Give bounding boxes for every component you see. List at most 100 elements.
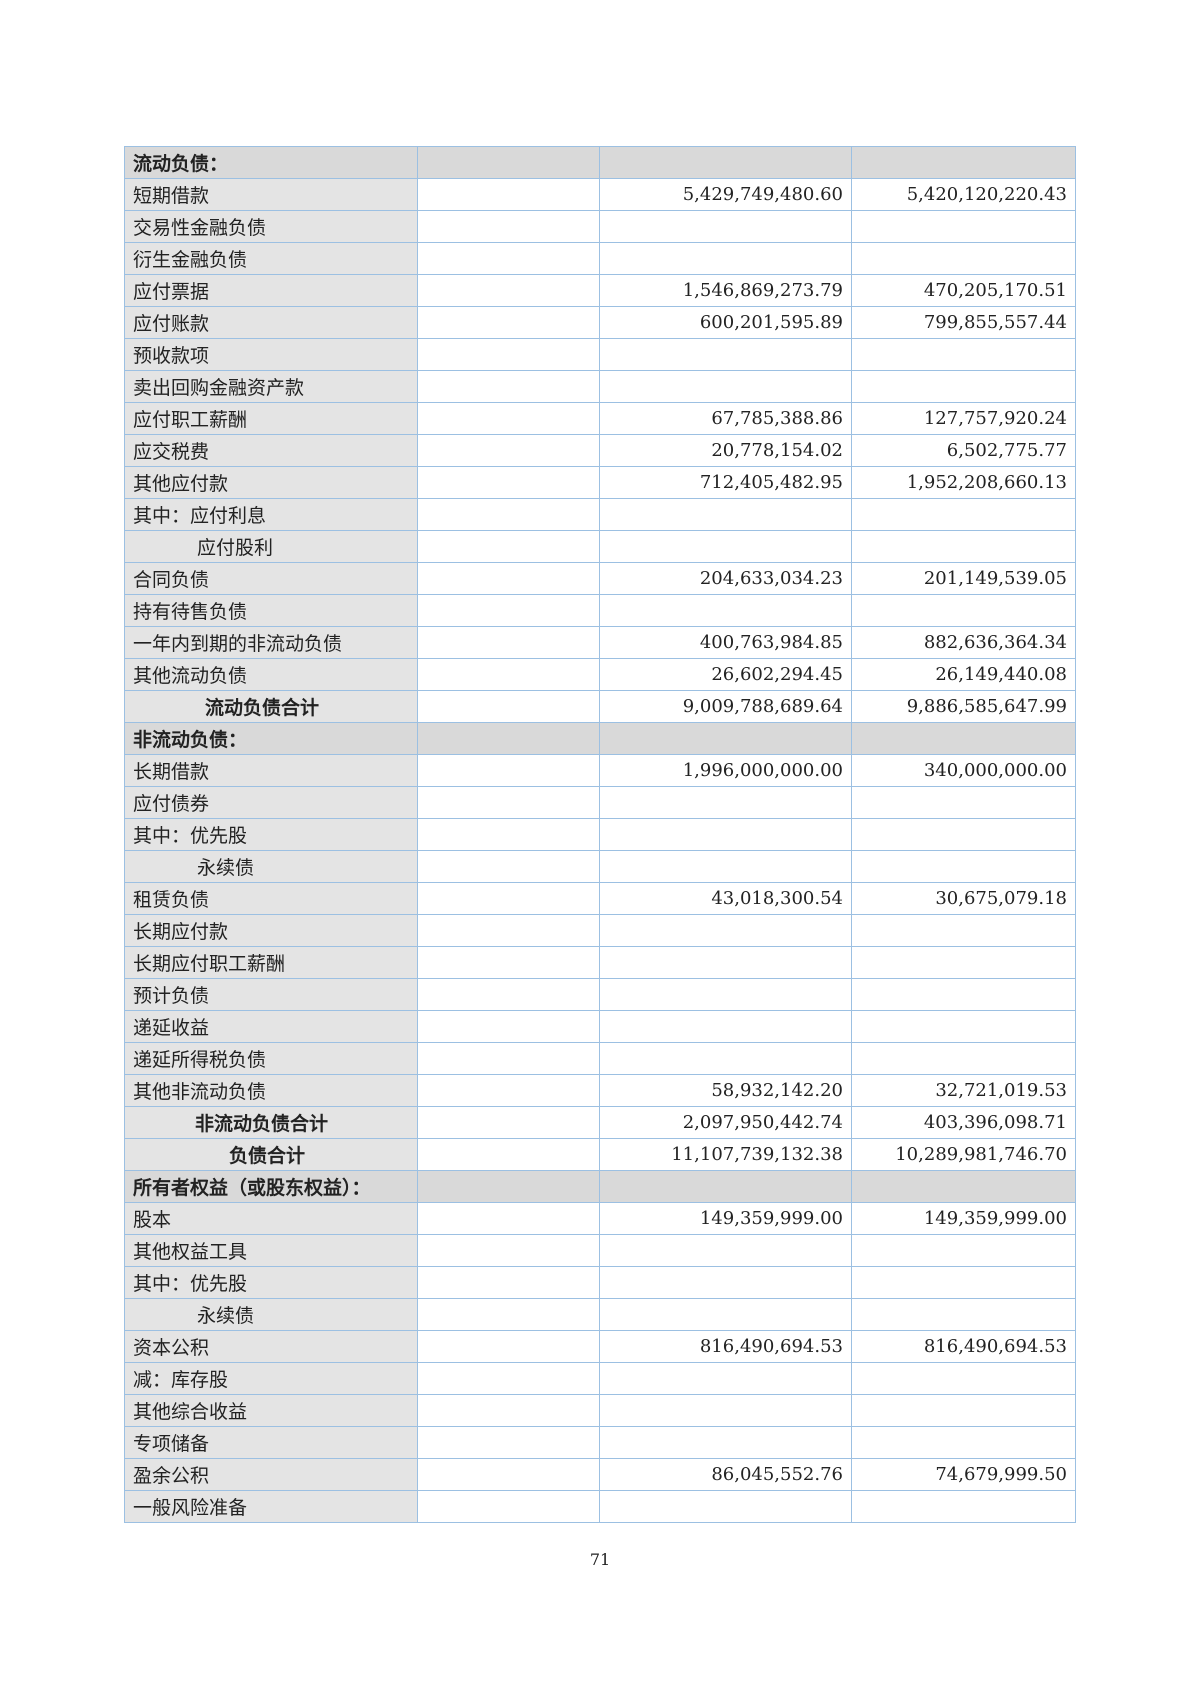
- prior-period-value: 816,490,694.53: [851, 1330, 1076, 1363]
- note-cell: [417, 1330, 600, 1363]
- section-header-row: 非流动负债：: [124, 722, 1076, 755]
- total-row: 流动负债合计 9,009,788,689.64 9,886,585,647.99: [124, 690, 1076, 723]
- row-label: 长期借款: [124, 754, 418, 787]
- prior-period-value: 9,886,585,647.99: [851, 690, 1076, 723]
- table-row: 一般风险准备: [124, 1490, 1076, 1523]
- note-cell: [417, 978, 600, 1011]
- current-period-value: [599, 1042, 852, 1075]
- table-row: 永续债: [124, 850, 1076, 883]
- table-row: 应付股利: [124, 530, 1076, 563]
- section-header-row: 所有者权益（或股东权益）：: [124, 1170, 1076, 1203]
- table-row: 卖出回购金融资产款: [124, 370, 1076, 403]
- prior-period-value: 470,205,170.51: [851, 274, 1076, 307]
- current-period-value: [599, 594, 852, 627]
- note-cell: [417, 1010, 600, 1043]
- prior-period-value: [851, 1170, 1076, 1203]
- section-header-row: 流动负债：: [124, 146, 1076, 179]
- table-row: 其他非流动负债 58,932,142.20 32,721,019.53: [124, 1074, 1076, 1107]
- row-label: 预计负债: [124, 978, 418, 1011]
- page-number: 71: [589, 1550, 611, 1569]
- note-cell: [417, 1490, 600, 1523]
- note-cell: [417, 370, 600, 403]
- row-label: 衍生金融负债: [124, 242, 418, 275]
- table-row: 衍生金融负债: [124, 242, 1076, 275]
- table-row: 递延收益: [124, 1010, 1076, 1043]
- table-row: 租赁负债 43,018,300.54 30,675,079.18: [124, 882, 1076, 915]
- row-label: 负债合计: [124, 1138, 418, 1171]
- table-row: 持有待售负债: [124, 594, 1076, 627]
- prior-period-value: [851, 818, 1076, 851]
- table-row: 一年内到期的非流动负债 400,763,984.85 882,636,364.34: [124, 626, 1076, 659]
- current-period-value: [599, 914, 852, 947]
- current-period-value: [599, 1170, 852, 1203]
- prior-period-value: 799,855,557.44: [851, 306, 1076, 339]
- note-cell: [417, 914, 600, 947]
- prior-period-value: [851, 1234, 1076, 1267]
- note-cell: [417, 498, 600, 531]
- current-period-value: 600,201,595.89: [599, 306, 852, 339]
- table-row: 预收款项: [124, 338, 1076, 371]
- prior-period-value: [851, 594, 1076, 627]
- row-label: 短期借款: [124, 178, 418, 211]
- row-label: 股本: [124, 1202, 418, 1235]
- current-period-value: [599, 1298, 852, 1331]
- note-cell: [417, 946, 600, 979]
- prior-period-value: 5,420,120,220.43: [851, 178, 1076, 211]
- prior-period-value: [851, 722, 1076, 755]
- current-period-value: [599, 1426, 852, 1459]
- note-cell: [417, 882, 600, 915]
- current-period-value: [599, 530, 852, 563]
- prior-period-value: [851, 210, 1076, 243]
- prior-period-value: 403,396,098.71: [851, 1106, 1076, 1139]
- table-row: 递延所得税负债: [124, 1042, 1076, 1075]
- row-label: 递延收益: [124, 1010, 418, 1043]
- note-cell: [417, 466, 600, 499]
- prior-period-value: [851, 1426, 1076, 1459]
- prior-period-value: 6,502,775.77: [851, 434, 1076, 467]
- table-row: 短期借款 5,429,749,480.60 5,420,120,220.43: [124, 178, 1076, 211]
- row-label: 流动负债合计: [124, 690, 418, 723]
- row-label: 预收款项: [124, 338, 418, 371]
- current-period-value: 149,359,999.00: [599, 1202, 852, 1235]
- table-row: 其他权益工具: [124, 1234, 1076, 1267]
- prior-period-value: 201,149,539.05: [851, 562, 1076, 595]
- total-row: 负债合计 11,107,739,132.38 10,289,981,746.70: [124, 1138, 1076, 1171]
- note-cell: [417, 242, 600, 275]
- note-cell: [417, 210, 600, 243]
- row-label: 盈余公积: [124, 1458, 418, 1491]
- note-cell: [417, 434, 600, 467]
- note-cell: [417, 1042, 600, 1075]
- table-row: 资本公积 816,490,694.53 816,490,694.53: [124, 1330, 1076, 1363]
- prior-period-value: [851, 1042, 1076, 1075]
- prior-period-value: [851, 146, 1076, 179]
- current-period-value: [599, 1010, 852, 1043]
- table-row: 其中：应付利息: [124, 498, 1076, 531]
- prior-period-value: [851, 338, 1076, 371]
- current-period-value: 26,602,294.45: [599, 658, 852, 691]
- table-row: 长期应付款: [124, 914, 1076, 947]
- current-period-value: 1,546,869,273.79: [599, 274, 852, 307]
- row-label: 非流动负债合计: [124, 1106, 418, 1139]
- current-period-value: [599, 498, 852, 531]
- table-row: 长期借款 1,996,000,000.00 340,000,000.00: [124, 754, 1076, 787]
- current-period-value: [599, 1234, 852, 1267]
- prior-period-value: [851, 530, 1076, 563]
- note-cell: [417, 1362, 600, 1395]
- table-row: 应付债券: [124, 786, 1076, 819]
- row-label: 永续债: [124, 850, 418, 883]
- note-cell: [417, 594, 600, 627]
- prior-period-value: [851, 1298, 1076, 1331]
- current-period-value: 86,045,552.76: [599, 1458, 852, 1491]
- row-label: 其中：优先股: [124, 818, 418, 851]
- note-cell: [417, 1138, 600, 1171]
- current-period-value: 2,097,950,442.74: [599, 1106, 852, 1139]
- current-period-value: 67,785,388.86: [599, 402, 852, 435]
- current-period-value: [599, 338, 852, 371]
- prior-period-value: [851, 946, 1076, 979]
- row-label: 长期应付款: [124, 914, 418, 947]
- row-label: 应付账款: [124, 306, 418, 339]
- prior-period-value: 1,952,208,660.13: [851, 466, 1076, 499]
- row-label: 其中：应付利息: [124, 498, 418, 531]
- row-label: 其他综合收益: [124, 1394, 418, 1427]
- table-row: 合同负债 204,633,034.23 201,149,539.05: [124, 562, 1076, 595]
